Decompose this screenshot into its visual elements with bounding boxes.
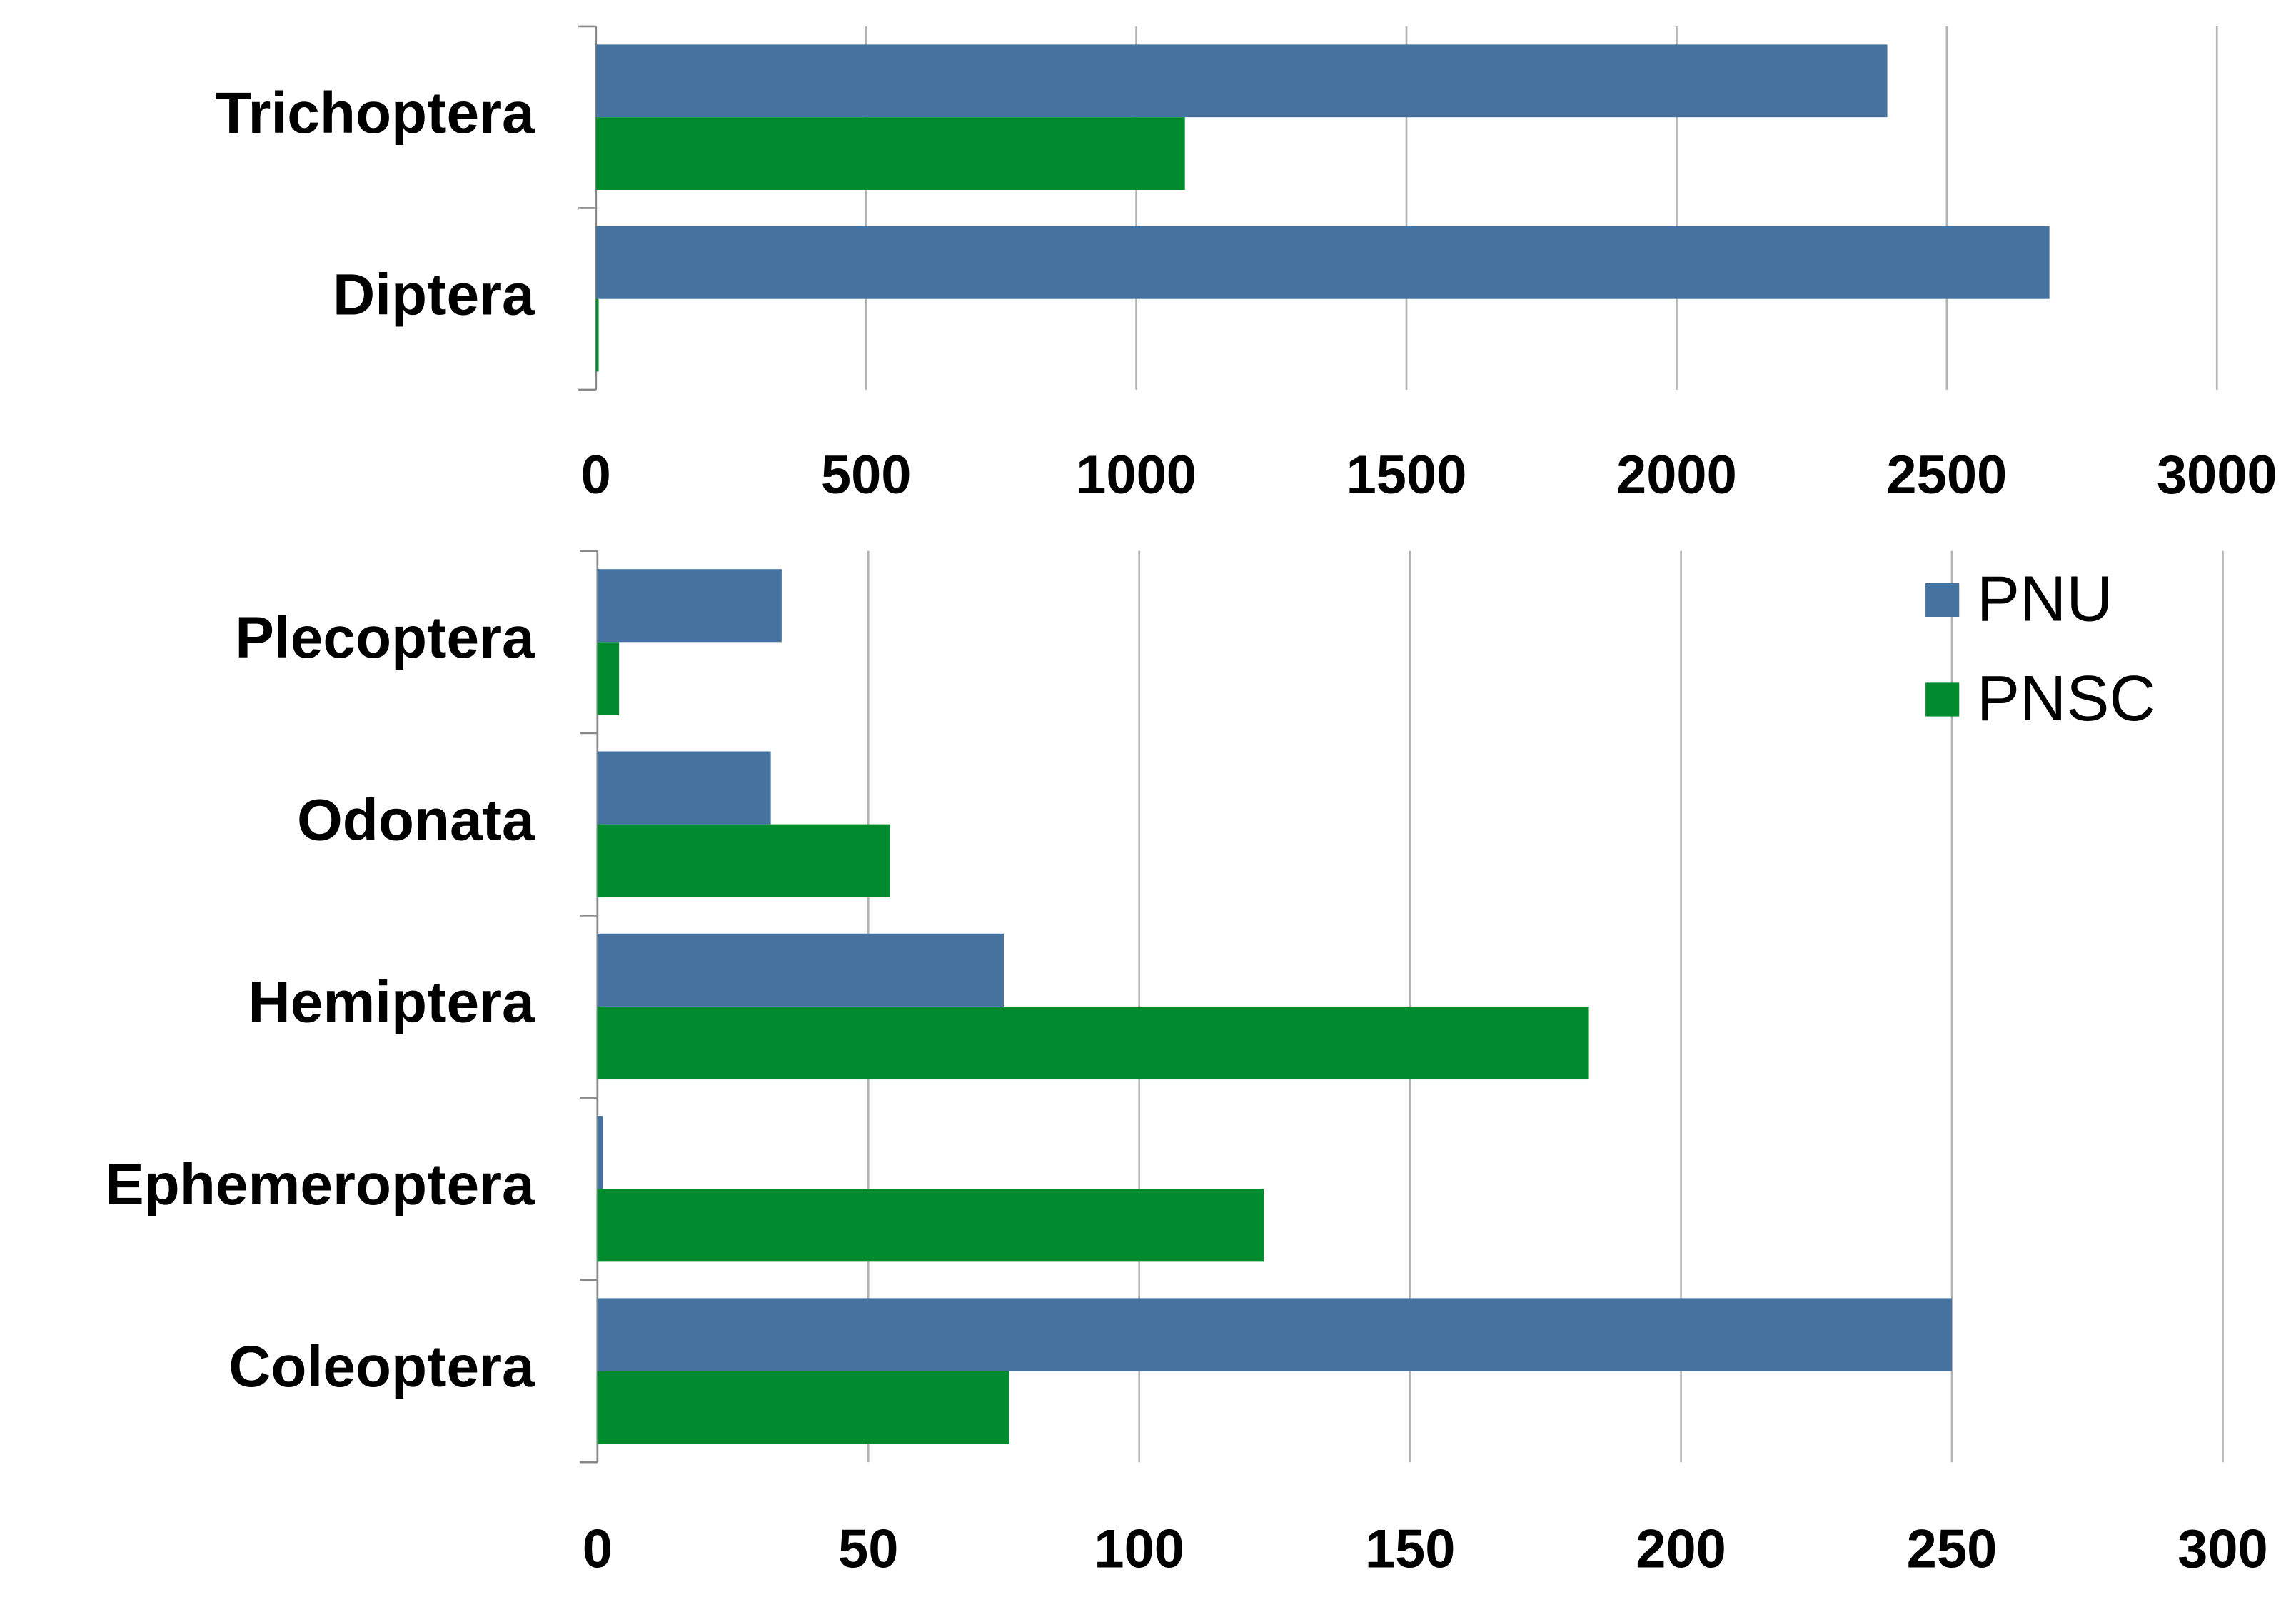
- legend-label: PNU: [1977, 563, 2113, 635]
- x-tick-label: 1000: [1076, 445, 1197, 505]
- legend-swatch: [1925, 583, 1960, 618]
- y-tick-label: Ephemeroptera: [105, 1152, 535, 1217]
- bar: [595, 44, 1888, 118]
- bar: [595, 298, 599, 372]
- x-tick-label: 100: [1094, 1518, 1184, 1579]
- bar: [595, 226, 2050, 299]
- y-tick-label: Trichoptera: [216, 81, 535, 146]
- bar: [597, 1371, 1009, 1444]
- y-tick-label: Diptera: [333, 262, 535, 327]
- x-tick-label: 200: [1636, 1518, 1726, 1579]
- y-tick-label: Coleoptera: [228, 1334, 535, 1399]
- bar: [597, 1006, 1589, 1080]
- bar: [597, 569, 782, 643]
- x-tick-label: 3000: [2157, 445, 2277, 505]
- x-tick-label: 2000: [1616, 445, 1737, 505]
- bar: [597, 824, 890, 897]
- bar: [597, 1189, 1264, 1262]
- y-tick-label: Odonata: [297, 787, 535, 852]
- x-tick-label: 2500: [1886, 445, 2007, 505]
- x-tick-label: 50: [838, 1518, 898, 1579]
- bar: [597, 642, 620, 715]
- bar: [597, 933, 1004, 1007]
- x-tick-label: 0: [581, 445, 611, 505]
- bar: [595, 117, 1185, 190]
- y-tick-label: Plecoptera: [235, 605, 535, 670]
- x-tick-label: 500: [821, 445, 912, 505]
- bar: [597, 1116, 603, 1189]
- y-tick-label: Hemiptera: [248, 970, 535, 1035]
- x-tick-label: 300: [2177, 1518, 2268, 1579]
- bar: [597, 1298, 1953, 1371]
- x-tick-label: 1500: [1346, 445, 1467, 505]
- legend-label: PNSC: [1977, 663, 2156, 735]
- x-tick-label: 0: [583, 1518, 613, 1579]
- legend-swatch: [1925, 682, 1960, 717]
- x-tick-label: 150: [1365, 1518, 1456, 1579]
- x-tick-label: 250: [1907, 1518, 1998, 1579]
- bar: [597, 751, 771, 825]
